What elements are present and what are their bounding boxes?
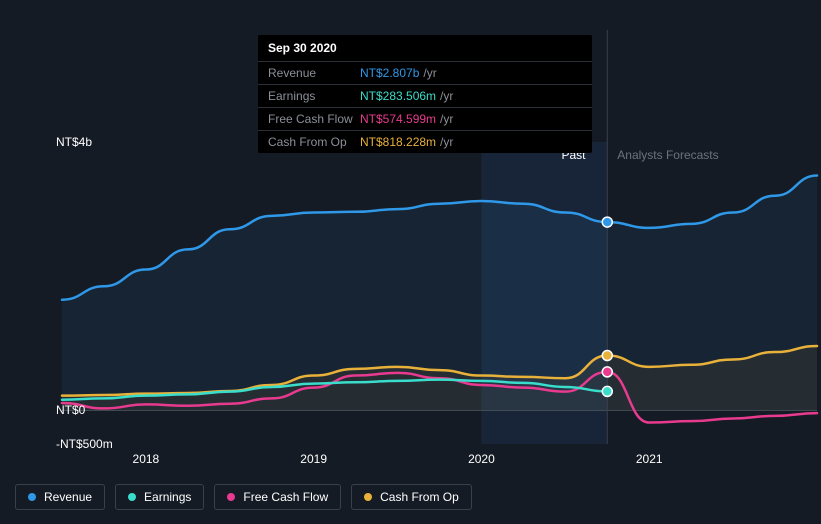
tooltip-unit: /yr — [440, 112, 453, 126]
tooltip-metric-label: Revenue — [268, 66, 360, 80]
marker-earnings — [602, 386, 612, 396]
x-axis-label: 2021 — [636, 452, 663, 466]
x-axis-label: 2018 — [133, 452, 160, 466]
tooltip: Sep 30 2020 RevenueNT$2.807b/yrEarningsN… — [258, 35, 592, 153]
x-axis-label: 2019 — [300, 452, 327, 466]
tooltip-unit: /yr — [423, 66, 436, 80]
legend-dot-icon — [364, 493, 372, 501]
chart-container: Sep 30 2020 RevenueNT$2.807b/yrEarningsN… — [15, 15, 806, 509]
tooltip-row: RevenueNT$2.807b/yr — [258, 62, 592, 85]
legend-dot-icon — [227, 493, 235, 501]
tooltip-metric-label: Free Cash Flow — [268, 112, 360, 126]
tooltip-metric-label: Cash From Op — [268, 135, 360, 149]
marker-cash_from_op — [602, 351, 612, 361]
legend-dot-icon — [128, 493, 136, 501]
tooltip-metric-value: NT$2.807b — [360, 66, 419, 80]
legend-item-cash_from_op[interactable]: Cash From Op — [351, 484, 472, 510]
section-label-forecast: Analysts Forecasts — [617, 148, 718, 162]
legend-label: Earnings — [144, 490, 191, 504]
legend-item-revenue[interactable]: Revenue — [15, 484, 105, 510]
tooltip-unit: /yr — [440, 89, 453, 103]
legend-label: Cash From Op — [380, 490, 459, 504]
tooltip-row: EarningsNT$283.506m/yr — [258, 85, 592, 108]
tooltip-metric-value: NT$283.506m — [360, 89, 436, 103]
legend-label: Revenue — [44, 490, 92, 504]
marker-free_cash_flow — [602, 367, 612, 377]
tooltip-date: Sep 30 2020 — [258, 35, 592, 62]
chart-svg — [62, 142, 817, 444]
legend-item-free_cash_flow[interactable]: Free Cash Flow — [214, 484, 341, 510]
marker-revenue — [602, 217, 612, 227]
legend: Revenue Earnings Free Cash Flow Cash From O… — [15, 484, 472, 510]
plot-area[interactable]: NT$4bNT$0-NT$500m 2018201920202021 PastA… — [62, 142, 817, 444]
x-axis-label: 2020 — [468, 452, 495, 466]
tooltip-metric-value: NT$818.228m — [360, 135, 436, 149]
legend-item-earnings[interactable]: Earnings — [115, 484, 204, 510]
tooltip-unit: /yr — [440, 135, 453, 149]
legend-label: Free Cash Flow — [243, 490, 328, 504]
legend-dot-icon — [28, 493, 36, 501]
tooltip-metric-label: Earnings — [268, 89, 360, 103]
tooltip-metric-value: NT$574.599m — [360, 112, 436, 126]
tooltip-row: Free Cash FlowNT$574.599m/yr — [258, 108, 592, 131]
tooltip-row: Cash From OpNT$818.228m/yr — [258, 131, 592, 153]
